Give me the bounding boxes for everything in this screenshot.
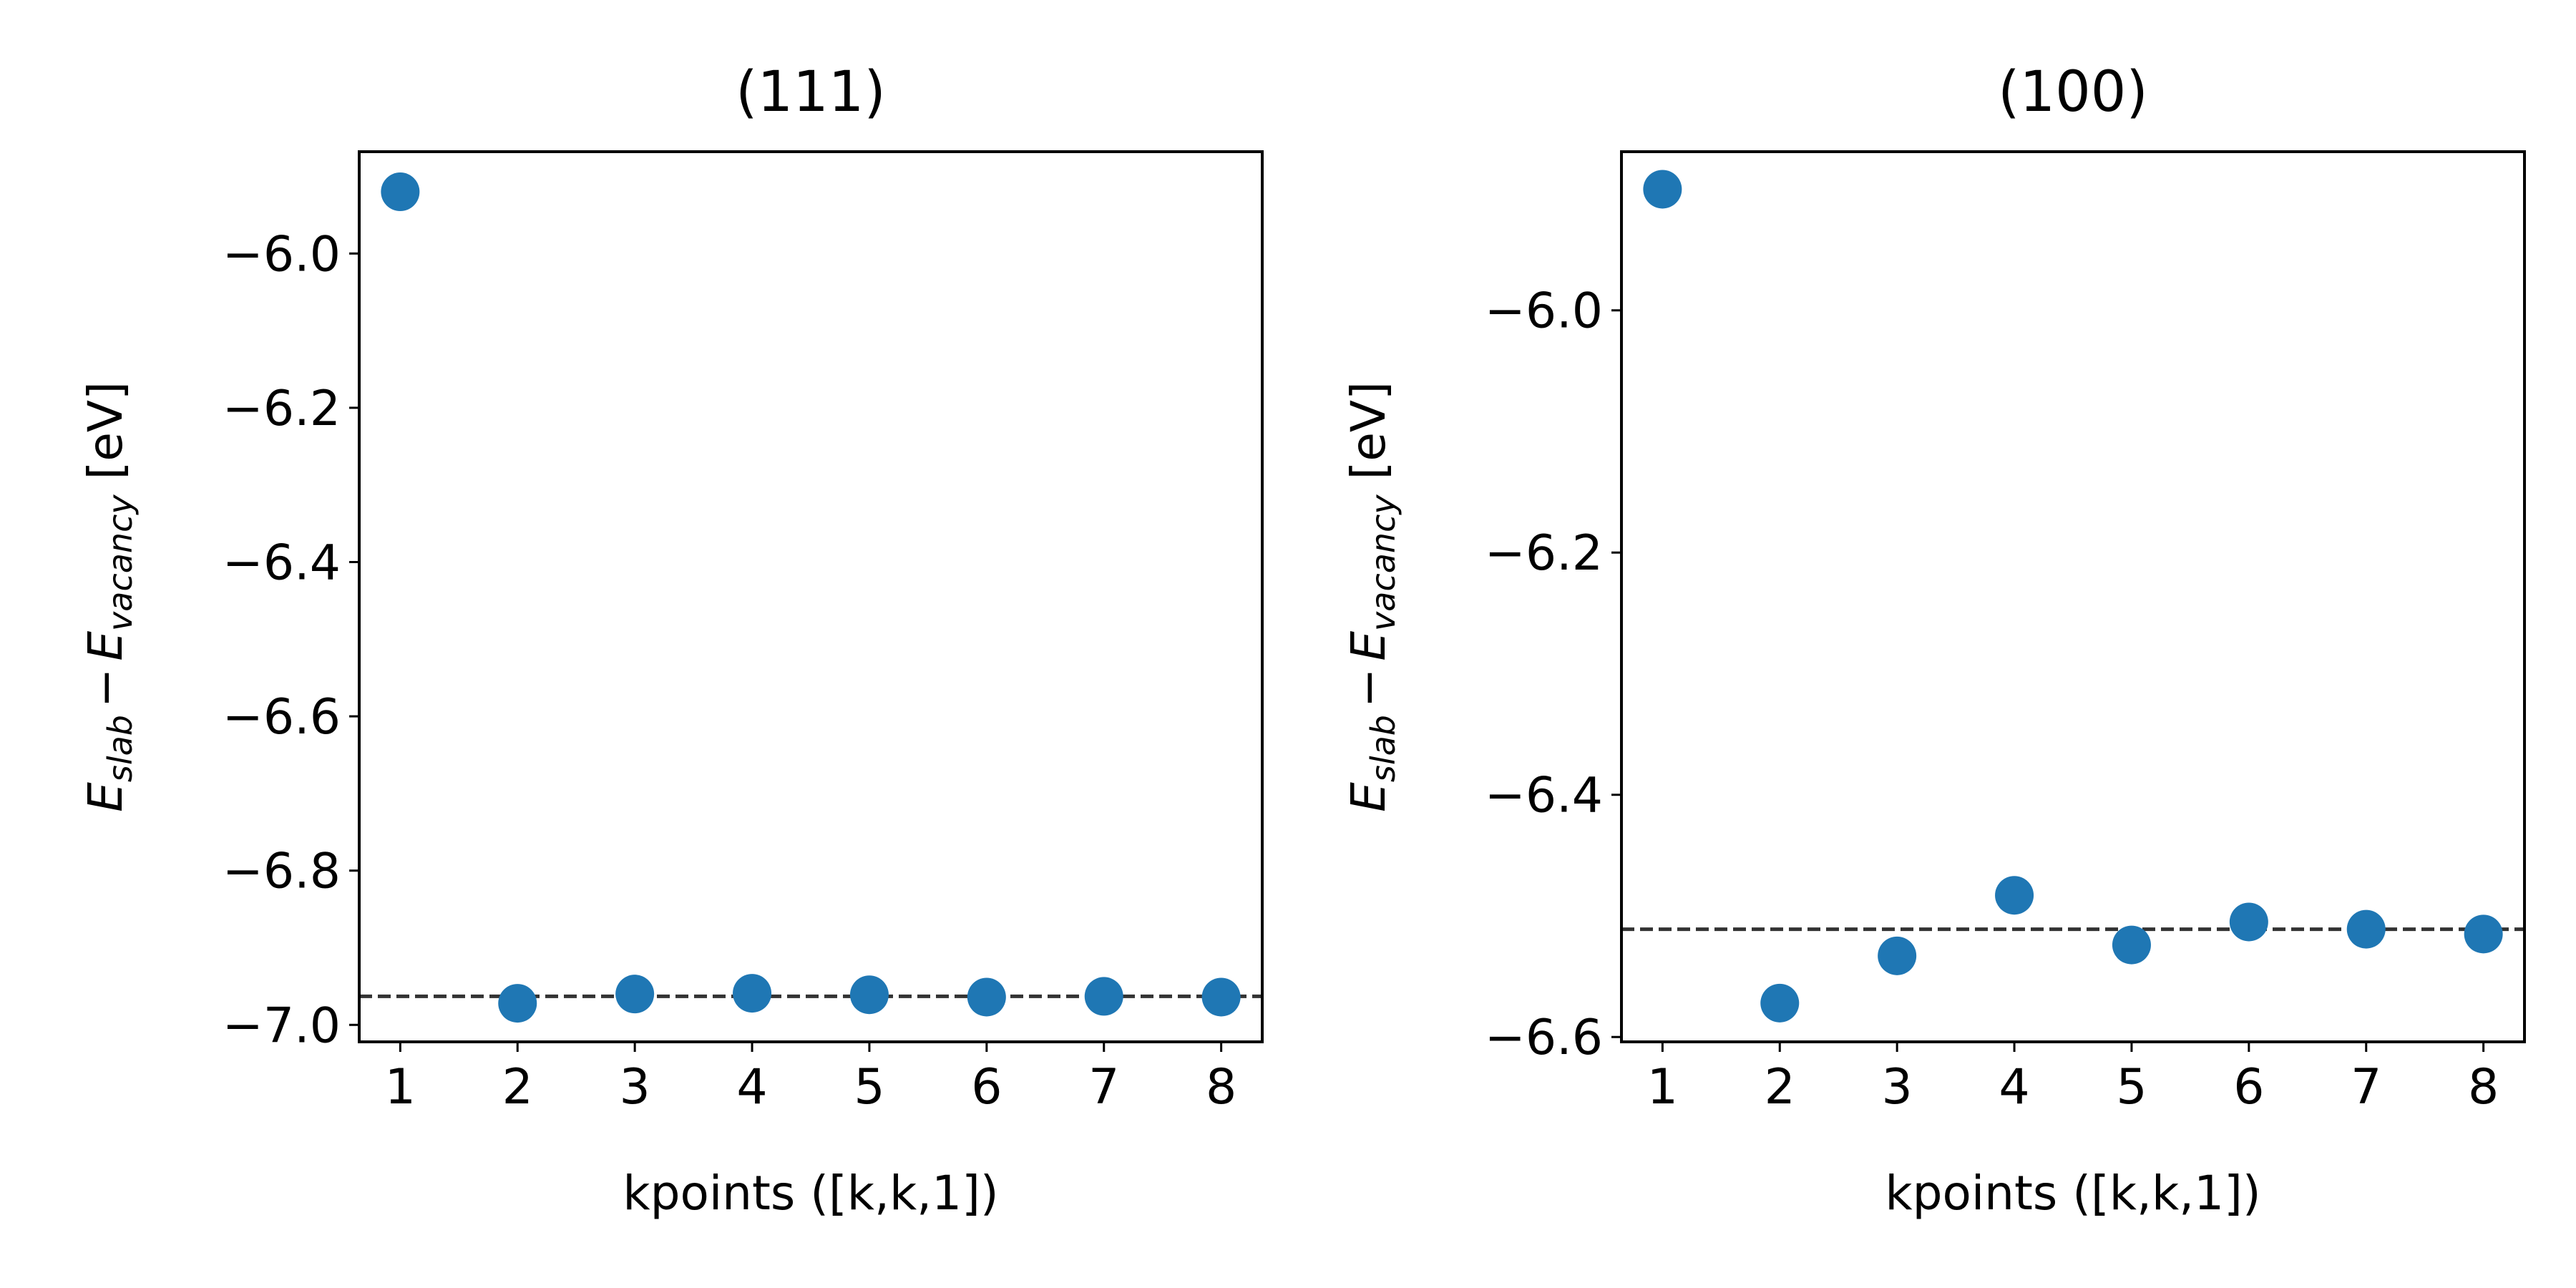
x-tick-label: 5 <box>2116 1059 2147 1116</box>
y-tick-label: −7.0 <box>223 997 341 1054</box>
y-label-sub1: slab <box>101 715 140 782</box>
y-tick-label: −6.4 <box>223 535 341 591</box>
plot-area: 1 2 3 4 5 6 7 8 −6.0 −6.2 −6.4 −6.6 <box>1485 170 2524 1116</box>
y-label-sub2: vacancy <box>1364 494 1402 631</box>
y-label-minus: − <box>1341 668 1396 708</box>
x-tick-label: 6 <box>971 1059 1002 1116</box>
chart-panel-100: (100) 1 2 3 4 5 6 7 8 −6.0 −6.2 −6.4 −6.6 kpoints (… <box>1341 60 2526 1221</box>
x-tick-label: 3 <box>620 1059 650 1116</box>
x-tick-label: 3 <box>1882 1059 1913 1116</box>
x-tick-label: 4 <box>736 1059 767 1116</box>
y-tick-label: −6.8 <box>223 844 341 900</box>
data-point <box>1995 876 2034 915</box>
x-tick-label: 5 <box>854 1059 884 1116</box>
data-point <box>2464 914 2503 954</box>
data-point <box>1201 977 1241 1017</box>
data-point <box>615 975 655 1014</box>
y-tick-label: −6.2 <box>1485 525 1603 582</box>
y-tick-label: −6.2 <box>223 381 341 437</box>
data-point <box>498 984 537 1023</box>
chart-panel-111: (111) 1 2 3 4 5 6 7 8 −6.0 −6.2 −6.4 −6.6 −6.8 −7.0 k… <box>78 60 1264 1221</box>
x-axis-label: kpoints ([k,k,1]) <box>1885 1166 2260 1221</box>
data-point <box>733 974 772 1013</box>
data-point <box>1084 977 1123 1016</box>
y-label-sub1: slab <box>1364 715 1402 782</box>
data-point <box>2112 925 2151 965</box>
data-point <box>1643 170 1682 209</box>
x-tick-label: 2 <box>1765 1059 1795 1116</box>
data-point <box>381 172 420 212</box>
y-tick-label: −6.0 <box>1485 283 1603 340</box>
x-tick-label: 6 <box>2233 1059 2264 1116</box>
y-label-e1: E <box>78 782 133 812</box>
x-axis-label: kpoints ([k,k,1]) <box>623 1166 998 1221</box>
y-label-unit: [eV] <box>1341 381 1396 494</box>
plot-area: 1 2 3 4 5 6 7 8 −6.0 −6.2 −6.4 −6.6 −6.8 −7.0 <box>223 172 1262 1116</box>
data-point <box>849 975 889 1015</box>
y-label-unit: [eV] <box>78 381 133 494</box>
axes-frame <box>358 150 1264 1043</box>
x-tick-label: 7 <box>1088 1059 1119 1116</box>
chart-title: (100) <box>1998 60 2148 125</box>
x-tick-label: 1 <box>1647 1059 1678 1116</box>
x-tick-label: 1 <box>385 1059 416 1116</box>
data-point <box>1878 936 1917 975</box>
y-axis-label: Eslab − Evacancy [eV] <box>78 381 140 812</box>
y-axis-label: Eslab − Evacancy [eV] <box>1341 381 1402 812</box>
data-point <box>1760 983 1800 1023</box>
x-tick-label: 8 <box>1206 1059 1236 1116</box>
x-tick-label: 7 <box>2351 1059 2381 1116</box>
y-label-e2: E <box>78 631 133 661</box>
axes-frame <box>1620 150 2526 1043</box>
y-tick-label: −6.0 <box>223 226 341 283</box>
y-tick-label: −6.6 <box>223 689 341 746</box>
x-tick-label: 8 <box>2468 1059 2499 1116</box>
x-tick-label: 2 <box>502 1059 533 1116</box>
y-label-e1: E <box>1341 782 1396 812</box>
x-tick-label: 4 <box>1999 1059 2029 1116</box>
y-label-minus: − <box>78 668 133 708</box>
chart-title: (111) <box>736 60 886 125</box>
y-label-e2: E <box>1341 631 1396 661</box>
data-point <box>967 977 1006 1017</box>
y-tick-label: −6.6 <box>1485 1010 1603 1066</box>
y-tick-label: −6.4 <box>1485 768 1603 824</box>
data-point <box>2346 909 2386 949</box>
y-label-sub2: vacancy <box>101 494 140 631</box>
data-point <box>2229 902 2268 942</box>
